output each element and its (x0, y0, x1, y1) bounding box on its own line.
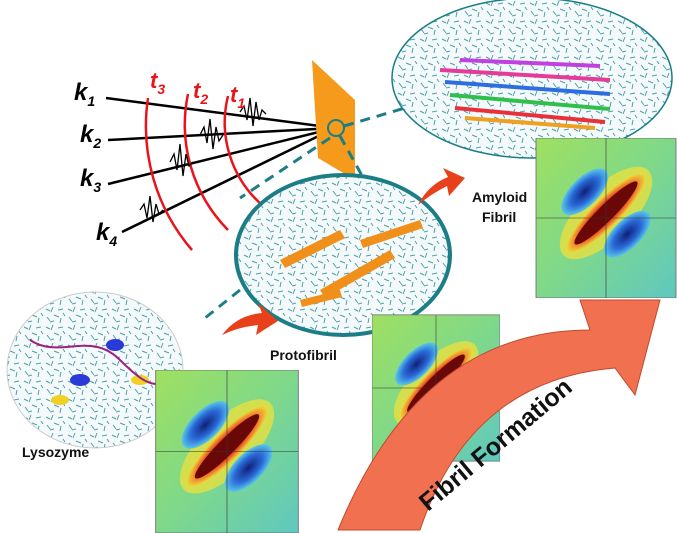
stage-label: Amyloid (472, 189, 527, 205)
k-label: k3 (80, 165, 101, 195)
arrow (418, 168, 465, 205)
subscript: 3 (93, 179, 101, 195)
spectrum (152, 370, 302, 533)
protofibril-ellipse (236, 175, 450, 335)
beam (106, 98, 335, 128)
k-label: k4 (96, 219, 117, 249)
t-label: t1 (230, 82, 245, 111)
t-label: t3 (150, 68, 165, 97)
arc (185, 94, 228, 230)
stage-label: Fibril (482, 209, 516, 225)
amyloid-ellipse (392, 0, 672, 158)
figure: Amyloid Fibril Protofibril Lysozyme Fibr… (0, 0, 677, 533)
subscript: 2 (92, 135, 101, 151)
subscript: 4 (108, 233, 117, 249)
spectrum (532, 138, 677, 298)
stage-label: Lysozyme (22, 444, 89, 460)
k-label: k2 (80, 121, 101, 151)
t-label: t2 (193, 78, 208, 107)
k-label: k1 (74, 79, 95, 109)
subscript: 1 (87, 93, 95, 109)
subscript: 3 (157, 81, 165, 97)
subscript: 1 (237, 95, 245, 111)
k-labels: k1 k2 k3 k4 (74, 79, 117, 249)
stage-label: Protofibril (270, 347, 337, 363)
subscript: 2 (199, 91, 208, 107)
